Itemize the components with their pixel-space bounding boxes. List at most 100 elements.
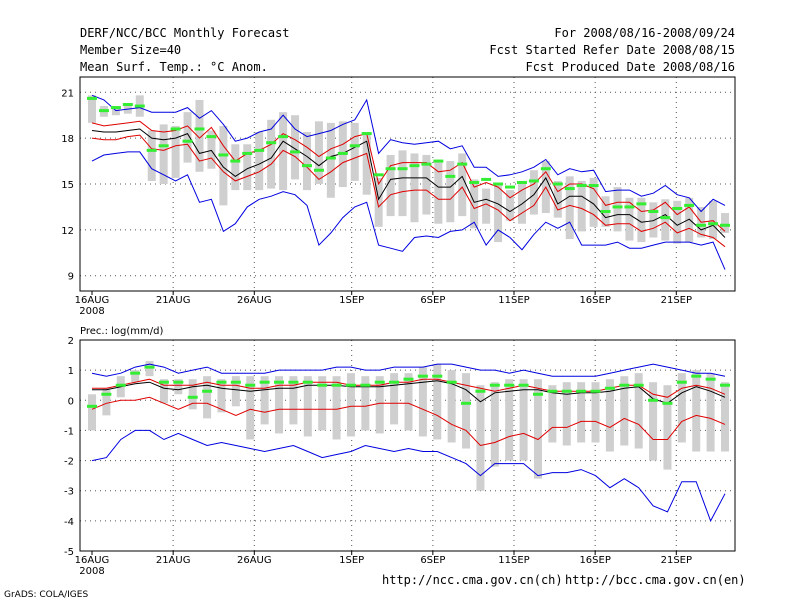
ensemble-box [203,376,212,419]
ytick-label: 12 [61,226,74,237]
ensemble-box [332,376,341,440]
ensemble-box [677,373,686,443]
ensemble-box [418,367,427,437]
ensemble-box [605,379,614,452]
ytick-label: 15 [61,180,74,191]
ensemble-box [589,177,598,227]
ensemble-box [706,373,715,452]
ensemble-box [195,99,204,172]
ensemble-box [591,382,600,443]
ensemble-box [147,130,156,181]
ensemble-box [404,373,413,431]
series-lower-line [91,134,726,248]
ensemble-box [721,382,729,452]
ensemble-box [219,125,228,206]
ensemble-box [519,379,528,461]
ensemble-box [709,200,718,240]
plot-frame [79,339,736,552]
ensemble-box [661,199,670,241]
ytick-label: 1 [68,366,74,377]
ensemble-box [533,379,542,479]
grads-credit: GrADS: COLA/IGES [4,590,88,600]
ensemble-box [246,376,255,440]
ensemble-box [267,119,276,189]
ytick-label: -1 [64,426,74,437]
ensemble-box [577,180,586,232]
ensemble-box [505,379,514,461]
ensemble-box [88,95,96,123]
ensemble-box [159,379,168,404]
xtick-label: 21AUG [156,295,191,306]
ensemble-box [562,382,571,446]
xtick-label: 16SEP [579,295,610,306]
series-max-line [91,363,726,377]
series-min-line [91,94,726,213]
xtick-year-label: 2008 [79,566,104,577]
ensemble-box [350,122,359,181]
ensemble-box [548,385,557,443]
xtick-label: 21SEP [661,295,692,306]
ensemble-box [159,124,168,184]
ytick-label: -4 [64,517,74,528]
ytick-label: -3 [64,487,74,498]
ensemble-box [188,379,197,410]
ensemble-box [553,180,562,218]
ensemble-box [721,213,729,233]
ytick-label: 0 [68,396,74,407]
xtick-label: 11SEP [498,295,529,306]
ensemble-box [231,144,240,191]
ensemble-box [260,376,269,425]
ensemble-box [494,185,503,243]
ensemble-box [663,385,672,470]
ensemble-box [361,376,370,431]
ensemble-box [231,376,240,407]
bcc-url[interactable]: http://bcc.cma.gov.cn(en) [565,573,746,587]
ensemble-box [649,382,658,461]
ncc-url[interactable]: http://ncc.cma.gov.cn(ch) [382,573,563,587]
ensemble-box [255,132,264,191]
ensemble-box [434,162,443,224]
ensemble-box [634,373,643,449]
xtick-label: 16SEP [579,555,610,566]
ensemble-box [386,154,395,217]
ensemble-box [88,394,96,431]
ensemble-box [458,153,467,217]
ensemble-box [374,177,383,227]
ensemble-box [303,376,312,437]
ensemble-box [692,370,701,452]
ensemble-box [183,112,192,163]
ensemble-box [207,130,216,169]
variable-label: Mean Surf. Temp.: °C Anom. [80,60,268,74]
ensemble-box [490,382,499,467]
xtick-label: 6SEP [420,555,445,566]
ensemble-box [131,370,140,383]
xtick-label: 16AUG [75,295,110,306]
ensemble-box [362,132,371,195]
ensemble-box [102,388,111,416]
ensemble-box [685,197,694,243]
series-mean-line [92,380,726,404]
ytick-label: -2 [64,457,74,468]
xtick-label: 11SEP [498,555,529,566]
ytick-label: 18 [61,134,74,145]
ytick-label: 21 [61,88,74,99]
ensemble-box [433,364,442,440]
ensemble-box [174,379,183,395]
precipitation-panel: -5 -4 -3 -2 -1 0 1 2 16AUG 21AUG 26AUG 1SEP 6SEP 11SE… [64,336,736,577]
ensemble-box [506,190,515,221]
ensemble-box [291,115,300,180]
ensemble-box [398,150,407,217]
ensemble-box [482,188,491,224]
started-date: Fcst Started Refer Date 2008/08/15 [489,43,735,57]
ytick-label: 2 [68,336,74,347]
ensemble-box [625,197,634,241]
ensemble-box [637,197,646,243]
ensemble-box [410,153,419,223]
ensemble-box [649,202,658,238]
ensemble-box [620,376,629,446]
forecast-period: For 2008/08/16-2008/09/24 [554,26,735,40]
xtick-label: 26AUG [237,295,272,306]
ensemble-box [470,179,479,229]
ensemble-box [346,373,355,437]
